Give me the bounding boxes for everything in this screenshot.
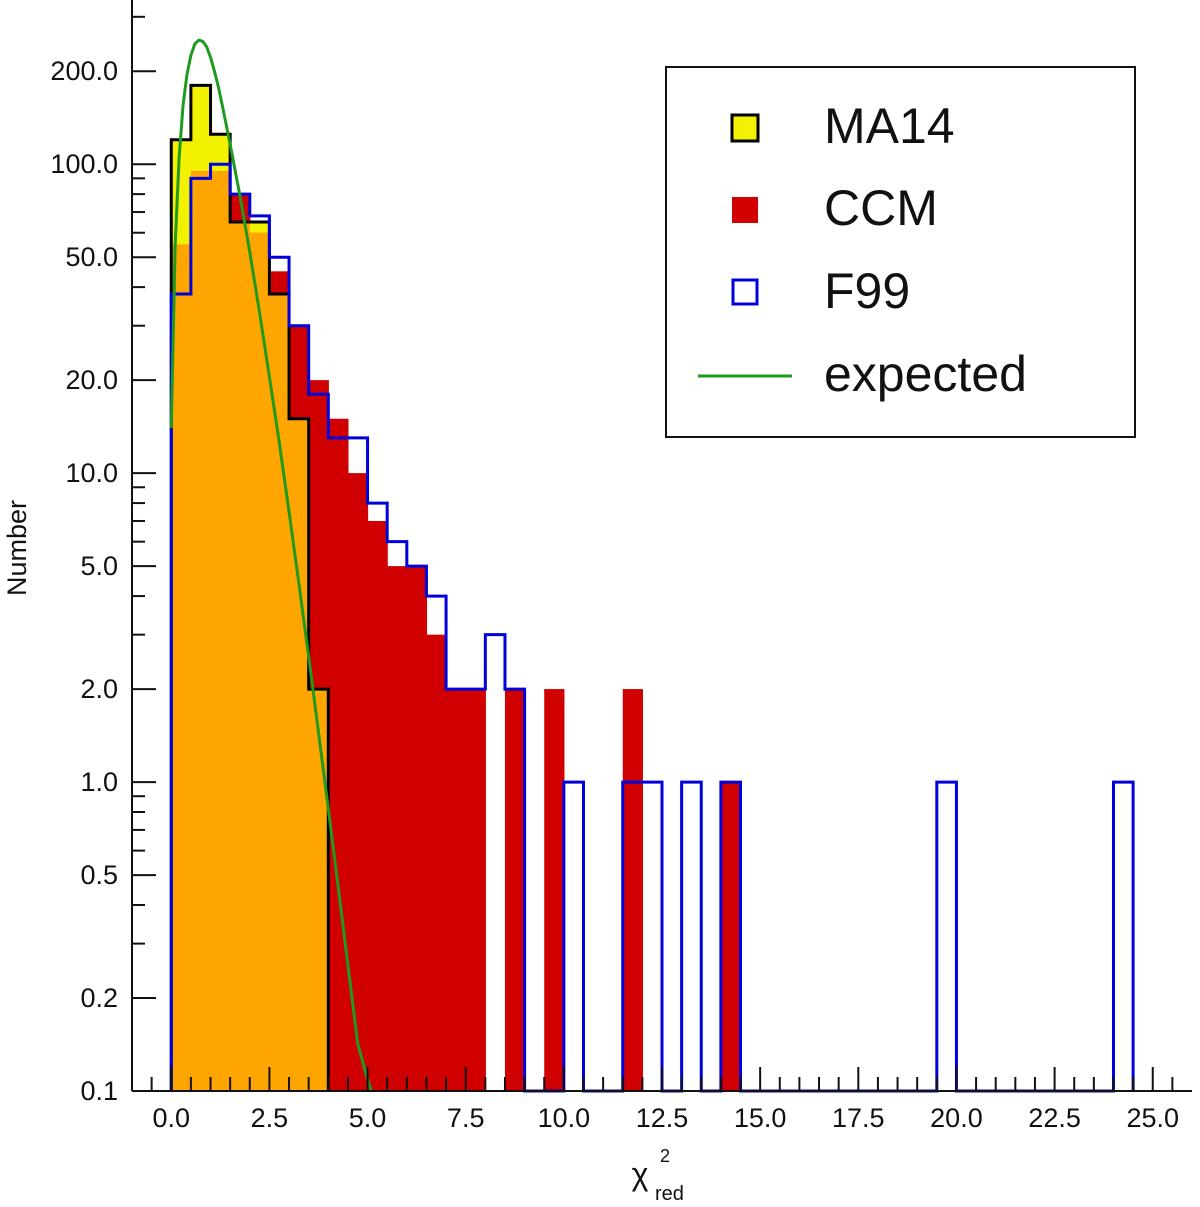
ccm-bar: [328, 418, 349, 1091]
y-tick-label: 0.1: [80, 1076, 118, 1106]
legend-marker-f99: [731, 278, 759, 306]
y-tick-label: 2.0: [80, 674, 118, 704]
ccm-bar: [504, 689, 526, 1091]
x-tick-label: 12.5: [636, 1103, 689, 1133]
ccm-bar: [426, 634, 447, 1091]
ma14-outline: [169, 83, 330, 1091]
legend-label-ma14: MA14: [824, 98, 955, 154]
y-axis-label: Number: [2, 500, 32, 596]
x-axis-label-symbol: χ: [632, 1156, 649, 1192]
x-axis-label-superscript: 2: [660, 1146, 670, 1166]
ccm-bar: [406, 566, 428, 1091]
ma14-ccm-overlap-bar: [308, 689, 329, 1091]
ma14-ccm-overlap-bar: [249, 232, 271, 1091]
x-tick-label: 7.5: [447, 1103, 485, 1133]
x-axis-label: χ 2 red: [632, 1146, 684, 1205]
x-tick-label: 2.5: [251, 1103, 289, 1133]
legend-label-f99: F99: [824, 263, 910, 319]
y-tick-label: 50.0: [65, 242, 118, 272]
x-tick-label: 17.5: [832, 1103, 885, 1133]
axes: 0.0 2.5 5.0 7.5 10.0 12.5 15.0 17.5 20.0 22.5 25.0…: [50, 0, 1192, 1133]
x-tick-label: 22.5: [1028, 1103, 1081, 1133]
ccm-bar: [465, 689, 486, 1091]
ma14-ccm-overlap-bar: [171, 244, 192, 1092]
ma14-bar: [249, 221, 271, 233]
y-tick-label: 0.2: [80, 983, 118, 1013]
ma14-series: [169, 83, 330, 1092]
legend-marker-ccm: [732, 197, 758, 223]
x-tick-label: 10.0: [538, 1103, 591, 1133]
x-tick-label: 5.0: [349, 1103, 387, 1133]
ma14-ccm-overlap-bar: [190, 171, 212, 1091]
ccm-bar: [446, 689, 467, 1091]
legend: MA14 CCM F99 expected: [665, 66, 1136, 438]
ccm-bar: [720, 782, 742, 1091]
ccm-bar: [544, 689, 565, 1091]
y-tick-label: 1.0: [80, 767, 118, 797]
y-tick-label: 100.0: [50, 149, 118, 179]
ma14-ccm-overlap-bar: [289, 418, 310, 1091]
expected-curve: [169, 38, 373, 1092]
ccm-bar: [622, 689, 643, 1091]
x-tick-label: 15.0: [734, 1103, 787, 1133]
ma14-bar: [171, 139, 192, 245]
x-axis-label-subscript: red: [655, 1183, 684, 1205]
expected-series: [169, 38, 373, 1092]
legend-label-expected: expected: [824, 346, 1027, 402]
x-tick-label: 25.0: [1126, 1103, 1179, 1133]
x-tick-label: 20.0: [930, 1103, 983, 1133]
y-tick-label: 200.0: [50, 56, 118, 86]
ma14-ccm-overlap-bar: [269, 294, 290, 1091]
y-tick-label: 10.0: [65, 458, 118, 488]
ma14-ccm-overlap-bar: [230, 221, 251, 1091]
ma14-bar: [210, 134, 231, 172]
legend-label-ccm: CCM: [824, 180, 938, 236]
ccm-bar: [347, 473, 369, 1091]
y-tick-label: 0.5: [80, 860, 118, 890]
y-tick-label: 5.0: [80, 551, 118, 581]
f99-series: [169, 162, 1135, 1093]
f99-outline: [169, 162, 1135, 1093]
y-tick-label: 20.0: [65, 365, 118, 395]
ma14-ccm-overlap-bar: [210, 171, 231, 1091]
ccm-bar: [367, 520, 388, 1091]
ccm-bar: [387, 566, 408, 1091]
ma14-bar: [190, 85, 212, 172]
x-tick-label: 0.0: [152, 1103, 190, 1133]
legend-marker-ma14: [730, 113, 760, 143]
